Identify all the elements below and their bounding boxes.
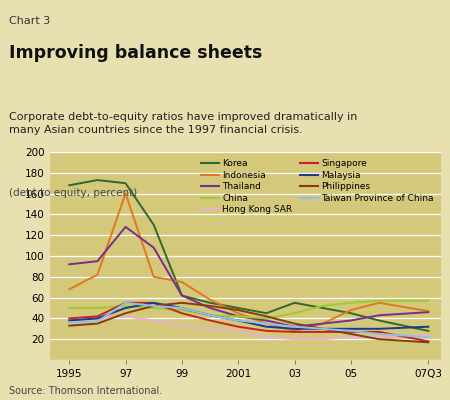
Text: (debt to equity, percent): (debt to equity, percent) (9, 188, 137, 198)
Text: Source: Thomson International.: Source: Thomson International. (9, 386, 162, 396)
Text: Improving balance sheets: Improving balance sheets (9, 44, 262, 62)
Text: Corporate debt-to-equity ratios have improved dramatically in
many Asian countri: Corporate debt-to-equity ratios have imp… (9, 112, 357, 135)
Legend: Korea, Indonesia, Thailand, China, Hong Kong SAR, Singapore, Malaysia, Philippin: Korea, Indonesia, Thailand, China, Hong … (198, 156, 436, 217)
Text: Chart 3: Chart 3 (9, 16, 50, 26)
